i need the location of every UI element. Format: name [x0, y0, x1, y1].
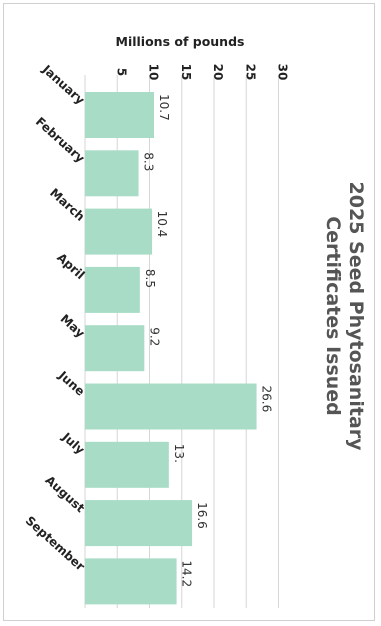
chart-title-line-2: Certificates Issued — [322, 216, 344, 416]
bar-january — [85, 92, 155, 138]
data-label: 8.3 — [142, 152, 156, 171]
chart-frame — [3, 3, 375, 621]
x-axis-label: Millions of pounds — [116, 34, 245, 49]
bar-august — [85, 500, 193, 547]
bar-february — [85, 150, 139, 197]
category-label: May — [58, 312, 88, 341]
bar-september — [85, 558, 177, 605]
bar-april — [85, 266, 140, 313]
category-label: March — [47, 186, 87, 224]
x-tick-label: 5 — [114, 68, 128, 76]
data-label: 26.6 — [260, 386, 274, 413]
bar-june — [85, 383, 257, 430]
x-tick-label: 25 — [243, 64, 257, 81]
data-label: 13. — [172, 444, 186, 463]
x-tick-label: 20 — [211, 64, 225, 81]
category-label: July — [59, 429, 88, 457]
category-label: February — [33, 114, 88, 165]
category-label: June — [55, 368, 87, 399]
x-tick-label: 15 — [179, 64, 193, 81]
data-label: 10.4 — [155, 211, 169, 238]
data-label: 10.7 — [157, 94, 171, 121]
data-label: 14.2 — [180, 560, 194, 587]
data-label: 8.5 — [143, 269, 157, 288]
x-tick-label: 30 — [276, 64, 290, 81]
category-label: April — [54, 250, 87, 282]
category-label: August — [42, 473, 87, 516]
bar-march — [85, 208, 153, 255]
category-label: September — [23, 513, 88, 573]
bar-may — [85, 325, 145, 372]
data-label: 9.2 — [147, 327, 161, 346]
chart-title-line-1: 2025 Seed Phytosanitary — [345, 182, 367, 452]
bar-july — [85, 441, 169, 488]
category-label: January — [39, 62, 88, 108]
chart-title: 2025 Seed Phytosanitary Certificates Iss… — [322, 182, 367, 452]
x-tick-label: 10 — [147, 64, 161, 81]
data-label: 16.6 — [195, 502, 209, 529]
